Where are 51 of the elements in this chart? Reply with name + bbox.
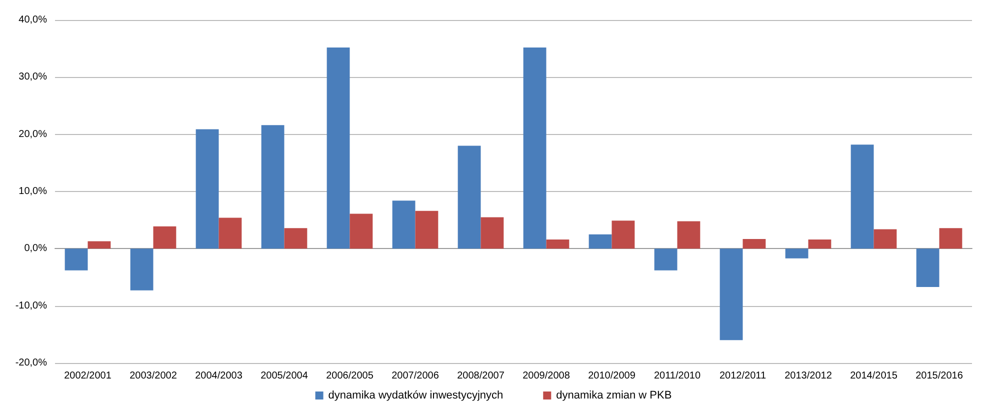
bar xyxy=(808,240,832,249)
y-tick-label: 30,0% xyxy=(18,72,48,83)
y-tick-label: 40,0% xyxy=(18,14,48,26)
bar xyxy=(480,217,504,249)
bar xyxy=(130,248,154,290)
bar xyxy=(153,226,176,249)
x-tick-label: 2006/2005 xyxy=(326,370,374,382)
x-tick-label: 2009/2008 xyxy=(522,370,570,382)
x-tick-label: 2003/2002 xyxy=(130,370,178,382)
bar xyxy=(392,200,416,249)
legend-label: dynamika wydatków inwestycyjnych xyxy=(328,390,504,402)
bar xyxy=(916,248,940,287)
x-tick-label: 2008/2007 xyxy=(457,370,505,382)
y-tick-label: 0,0% xyxy=(24,243,48,254)
bar xyxy=(850,144,874,249)
y-tick-label: -10,0% xyxy=(15,300,48,312)
x-tick-label: 2007/2006 xyxy=(392,370,440,382)
legend-label: dynamika zmian w PKB xyxy=(556,390,672,402)
x-tick-label: 2010/2009 xyxy=(588,370,636,382)
bar xyxy=(284,228,308,249)
x-tick-label: 2002/2001 xyxy=(64,370,112,382)
bar xyxy=(720,248,743,340)
bar xyxy=(523,47,546,249)
x-tick-label: 2012/2011 xyxy=(719,370,766,382)
bar xyxy=(458,146,481,249)
x-tick-label: 2005/2004 xyxy=(260,370,308,382)
y-tick-label: -20,0% xyxy=(15,358,48,368)
x-tick-label: 2015/2016 xyxy=(916,370,964,382)
bar xyxy=(785,248,808,258)
bar xyxy=(612,220,635,249)
bar xyxy=(261,125,284,249)
bar xyxy=(677,221,700,249)
x-tick-label: 2004/2003 xyxy=(195,370,243,382)
x-tick-label: 2014/2015 xyxy=(850,370,898,382)
bar xyxy=(350,214,373,249)
y-tick-label: 20,0% xyxy=(18,128,48,140)
bar xyxy=(588,234,612,249)
bar xyxy=(742,238,766,249)
bar xyxy=(88,241,111,249)
bar xyxy=(939,228,962,249)
bar xyxy=(218,218,242,249)
bar xyxy=(196,129,219,249)
bar xyxy=(654,248,678,270)
bar xyxy=(326,47,350,249)
x-tick-label: 2013/2012 xyxy=(784,370,832,382)
bar xyxy=(64,248,88,270)
bar xyxy=(874,229,897,249)
bar xyxy=(546,240,570,249)
x-tick-label: 2011/2010 xyxy=(654,370,701,382)
y-tick-label: 10,0% xyxy=(18,186,48,197)
bar xyxy=(415,210,438,249)
